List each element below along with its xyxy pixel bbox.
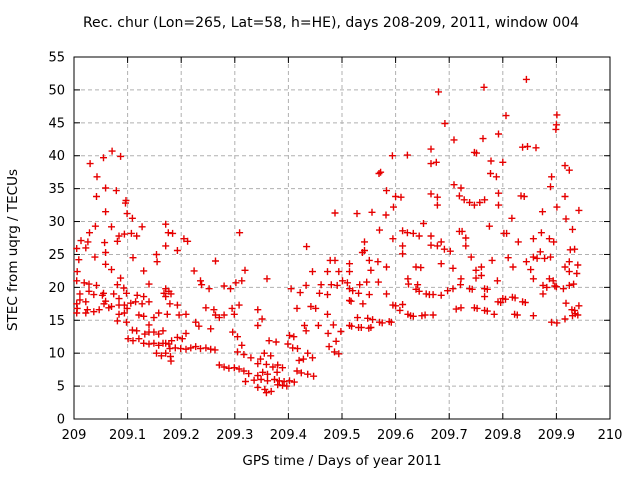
x-axis-label: GPS time / Days of year 2011 — [242, 453, 442, 469]
data-points — [73, 75, 583, 397]
y-tick-label: 0 — [57, 413, 65, 428]
y-tick-label: 35 — [48, 182, 65, 197]
y-tick-labels: 0 5 10 15 20 25 30 35 40 45 50 55 — [48, 51, 65, 428]
y-tick-label: 45 — [48, 116, 65, 131]
y-tick-label: 10 — [48, 347, 65, 362]
x-tick-label: 209.5 — [323, 428, 360, 443]
y-tick-label: 50 — [48, 83, 65, 98]
x-tick-label: 209 — [62, 428, 87, 443]
x-tick-label: 209.7 — [431, 428, 468, 443]
y-tick-label: 5 — [57, 380, 65, 395]
y-tick-label: 40 — [48, 149, 65, 164]
y-tick-label: 25 — [48, 248, 65, 263]
x-tick-labels: 209 209.1 209.2 209.3 209.4 209.5 209.6 209.7 20… — [62, 428, 623, 443]
x-tick-label: 209.1 — [109, 428, 146, 443]
y-tick-label: 15 — [48, 314, 65, 329]
y-tick-label: 55 — [48, 51, 65, 66]
x-tick-label: 209.3 — [216, 428, 253, 443]
plot-border — [73, 56, 611, 420]
x-tick-label: 209.4 — [270, 428, 307, 443]
y-tick-label: 30 — [48, 215, 65, 230]
y-tick-label: 20 — [48, 281, 65, 296]
y-axis-label: STEC from uqrg / TECUs — [5, 169, 21, 331]
grid-lines — [74, 57, 610, 419]
x-tick-label: 210 — [598, 428, 623, 443]
x-tick-label: 209.9 — [538, 428, 575, 443]
x-tick-label: 209.6 — [377, 428, 414, 443]
chart-title: Rec. chur (Lon=265, Lat=58, h=HE), days … — [82, 15, 580, 31]
x-tick-label: 209.8 — [484, 428, 521, 443]
x-tick-label: 209.2 — [163, 428, 200, 443]
tick-marks — [73, 56, 611, 420]
